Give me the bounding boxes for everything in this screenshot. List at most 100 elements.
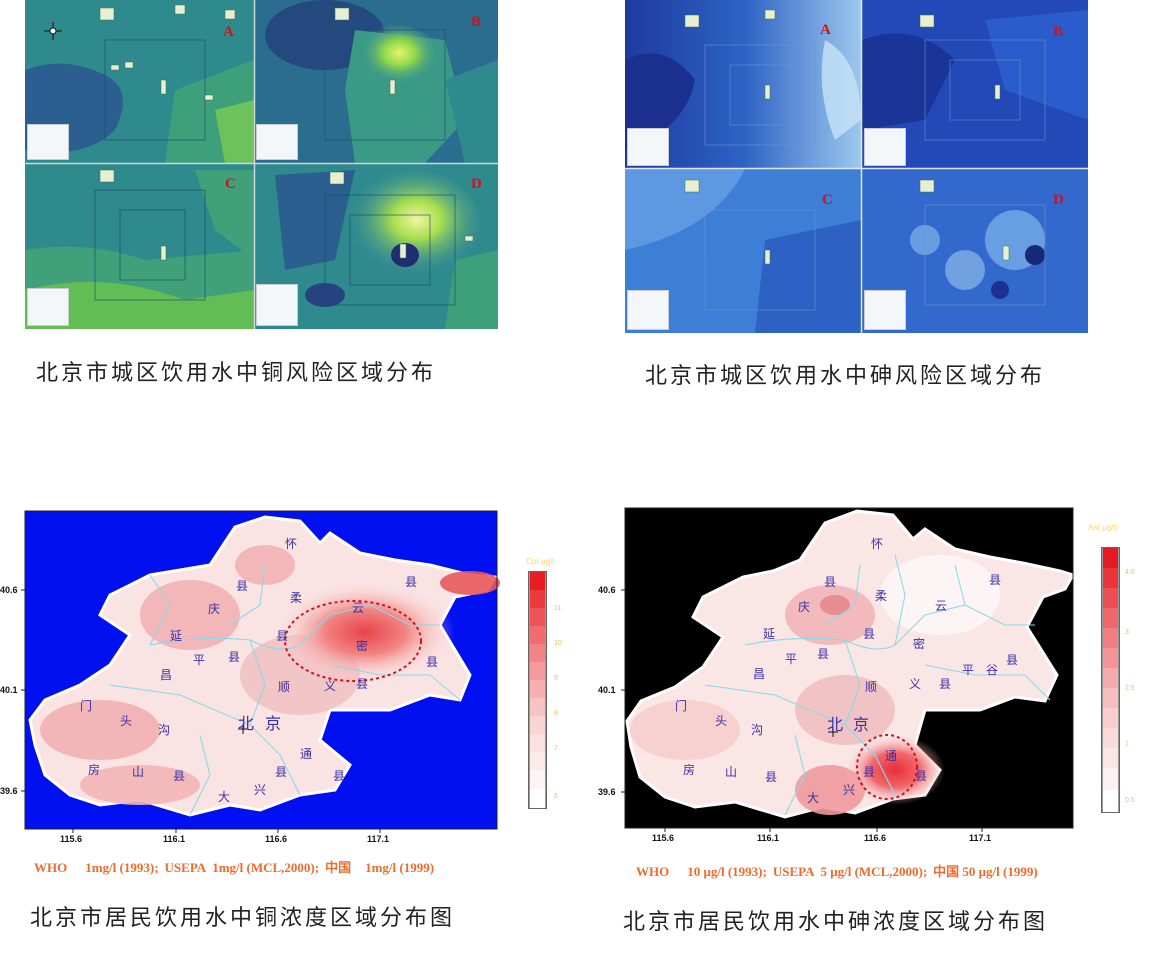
place-label: 县	[426, 655, 439, 669]
as-concentration-plot	[621, 507, 1076, 832]
colorbar-tick: 4.0	[1125, 569, 1135, 576]
place-label: 庆	[798, 600, 811, 614]
place-label: 房	[88, 763, 101, 777]
as-concentration-caption: 北京市居民饮用水中砷浓度区域分布图	[623, 910, 1049, 935]
x-tick-label: 115.6	[652, 833, 675, 843]
quadrant-label-a: A	[820, 22, 831, 38]
place-label: 县	[989, 573, 1002, 587]
y-tick-label: 40.1	[0, 685, 18, 695]
place-label: 房	[683, 763, 696, 777]
colorbar-tick: 2.5	[1125, 685, 1135, 692]
place-label: 怀	[285, 537, 298, 551]
place-label: 县	[333, 769, 346, 783]
x-tick-label: 116.1	[163, 834, 186, 844]
place-label: 大	[807, 791, 820, 805]
legend-b	[256, 124, 298, 160]
place-label: 昌	[753, 667, 766, 681]
quadrant-label-c: C	[225, 176, 236, 192]
x-tick-label: 115.6	[60, 834, 83, 844]
place-label: 县	[765, 770, 778, 784]
colorbar	[528, 571, 547, 809]
place-label: 县	[863, 765, 876, 779]
place-label: 县	[173, 769, 186, 783]
colorbar-tick: 7	[554, 745, 558, 752]
place-label: 义	[324, 679, 337, 693]
as-standards-line: WHO 10 μg/l (1993); USEPA 5 μg/l (MCL,2000)…	[636, 864, 1038, 879]
cu-risk-caption: 北京市城区饮用水中铜风险区域分布	[36, 361, 437, 386]
place-label: 兴	[254, 783, 267, 797]
north-arrow-icon	[44, 22, 62, 40]
y-tick-label: 39.6	[0, 786, 18, 796]
colorbar-unit: As( μg/l)	[1088, 523, 1118, 532]
place-label: 大	[218, 790, 231, 804]
place-label: 县	[276, 629, 289, 643]
legend-c	[627, 290, 669, 330]
x-tick-label: 116.1	[757, 833, 780, 843]
as-risk-map-image	[625, 0, 1088, 333]
quadrant-label-b: B	[471, 14, 482, 30]
quadrant-label-b: B	[1053, 24, 1064, 40]
place-label: 义	[909, 677, 922, 691]
place-label: 通	[300, 747, 313, 761]
y-tick-label: 40.6	[0, 585, 18, 595]
cu-risk-map-grid: A B C D	[25, 0, 498, 329]
place-label: 柔	[290, 591, 303, 605]
place-label: 延	[170, 629, 183, 643]
place-label: 沟	[158, 723, 171, 737]
as-risk-map-grid: A B C D	[625, 0, 1088, 333]
colorbar-unit: Cu( μg/l	[526, 557, 555, 566]
as-risk-caption: 北京市城区饮用水中砷风险区域分布	[645, 364, 1046, 389]
place-label: 县	[356, 677, 369, 691]
cu-concentration-map: 115.6 116.1 116.6 117.1 40.6 40.1 39.6 怀…	[0, 505, 575, 845]
place-label: 县	[275, 765, 288, 779]
x-tick-label: 116.6	[864, 833, 887, 843]
place-label: 密	[356, 639, 369, 653]
as-concentration-map: 115.6 116.1 116.6 117.1 40.6 40.1 39.6 怀…	[595, 505, 1149, 847]
place-label: 怀	[871, 537, 884, 551]
colorbar-tick: 9	[554, 675, 558, 682]
place-label: 顺	[278, 680, 291, 694]
colorbar	[1101, 547, 1120, 813]
colorbar-tick: 1	[1125, 741, 1129, 748]
quadrant-label-a: A	[223, 24, 234, 40]
place-label: 县	[863, 627, 876, 641]
legend-a	[27, 124, 69, 160]
place-label-beijing: 京	[853, 715, 870, 734]
place-label-beijing: 北	[827, 715, 844, 734]
place-label-beijing: 京	[265, 714, 282, 733]
cu-standards-line: WHO 1mg/l (1993); USEPA 1mg/l (MCL,2000); 中国…	[34, 860, 435, 875]
colorbar-tick: 11	[554, 605, 562, 612]
place-label: 县	[915, 769, 928, 783]
place-label: 县	[1006, 653, 1019, 667]
place-label: 平	[785, 652, 798, 666]
legend-b	[864, 128, 906, 166]
legend-d	[256, 284, 298, 326]
place-label: 平	[193, 653, 206, 667]
place-label-beijing: 北	[238, 714, 255, 733]
legend-d	[864, 290, 906, 330]
place-label: 谷	[986, 663, 999, 677]
quadrant-label-c: C	[822, 192, 833, 208]
y-tick-label: 40.1	[598, 685, 616, 695]
place-label: 顺	[865, 680, 878, 694]
place-label: 县	[405, 575, 418, 589]
colorbar-tick: 0.5	[1125, 797, 1135, 804]
place-label: 沟	[751, 723, 764, 737]
place-label: 山	[132, 765, 145, 779]
colorbar-tick: 6	[554, 793, 558, 800]
quadrant-label-d: D	[471, 176, 482, 192]
cu-concentration-caption: 北京市居民饮用水中铜浓度区域分布图	[30, 906, 456, 931]
quadrant-label-d: D	[1053, 192, 1064, 208]
place-label: 县	[824, 575, 837, 589]
y-tick-label: 39.6	[598, 787, 616, 797]
place-label: 云	[352, 601, 365, 615]
place-label: 平	[962, 663, 975, 677]
cu-concentration-plot	[21, 510, 500, 833]
colorbar-tick: 8	[554, 710, 558, 717]
place-label: 延	[763, 627, 776, 641]
colorbar-tick: 3	[1125, 629, 1129, 636]
place-label: 柔	[875, 589, 888, 603]
place-label: 密	[913, 637, 926, 651]
place-label: 门	[675, 699, 688, 713]
cu-risk-map-image	[25, 0, 498, 329]
